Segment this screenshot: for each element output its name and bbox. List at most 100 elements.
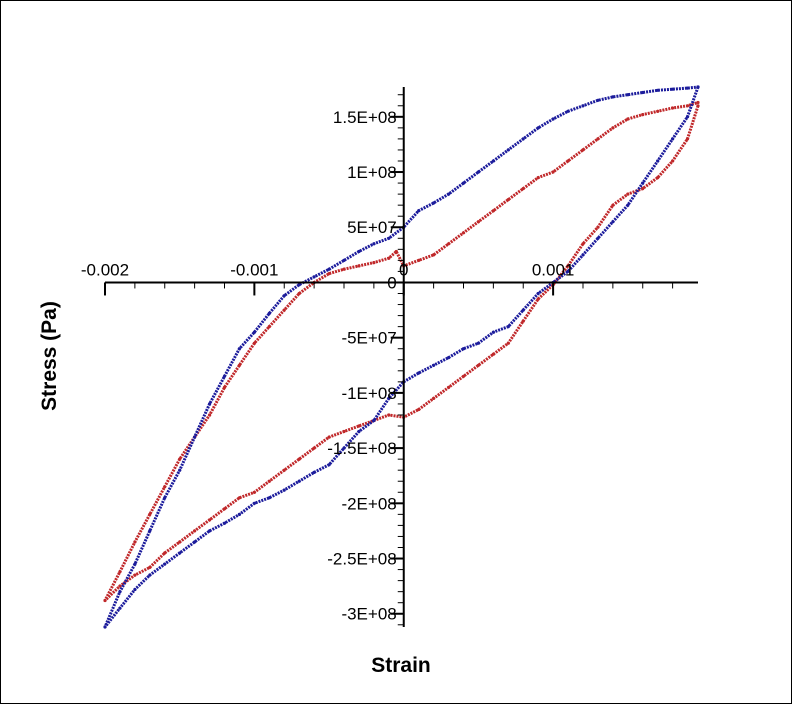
data-point [178,540,182,544]
y-tick-label: -2.5E+08 [327,550,396,569]
y-ticks: 1.5E+08 1E+08 5E+07 0 -5E+07 -1E+08 -1.5E+08 -2… [327,94,404,626]
data-point [685,115,690,119]
data-point [148,565,152,570]
y-tick-label: 1E+08 [347,163,397,182]
x-tick-label: 0 [399,260,408,279]
data-point [447,192,451,196]
data-point [566,109,570,113]
data-point [208,518,212,522]
data-point [357,249,361,254]
data-point [267,325,271,329]
data-point [671,106,675,110]
data-point [581,148,585,152]
y-tick-label: -1.5E+08 [327,439,396,458]
data-point [208,529,212,533]
data-point [394,249,398,254]
data-point [596,98,600,102]
x-axis-title: Strain [371,654,431,677]
data-point [327,272,331,276]
data-point [506,341,510,345]
data-point [133,562,137,566]
data-point [163,551,167,555]
data-point [461,347,466,351]
data-point [178,551,182,555]
data-point [596,225,600,229]
x-tick-label: -0.002 [81,260,129,279]
axes-layer: -0.002 -0.001 0 0.001 1.5E+08 1E+08 5E+07 0 -5E… [81,87,698,627]
data-point [491,209,495,213]
series-line-0 [103,101,700,602]
data-point [222,507,227,511]
data-point [611,126,615,130]
data-point [118,570,122,574]
data-point [417,407,421,412]
data-point [447,385,451,389]
data-point [252,501,256,505]
data-point [491,352,495,356]
data-point [163,485,167,489]
data-point [432,253,436,257]
data-point [252,490,256,494]
data-point [671,137,675,141]
data-point [327,267,331,271]
series-line-1 [103,85,700,629]
data-point [671,87,675,91]
data-point [342,267,346,271]
data-point [297,479,301,483]
data-point [581,104,585,108]
data-point [297,457,301,461]
data-point [118,606,122,610]
data-point [596,137,600,141]
data-point [297,291,301,296]
y-tick-label: -2E+08 [341,494,396,513]
data-point [506,148,510,152]
data-point [685,104,690,108]
data-point [491,159,495,163]
data-point [432,396,436,400]
data-point [267,311,271,315]
data-point [506,198,510,202]
data-point [641,90,645,95]
data-point [387,396,391,400]
data-point [148,529,152,533]
data-point [372,242,376,246]
series-layer [103,85,700,629]
data-point [252,330,256,334]
data-point [581,253,585,257]
data-point [148,512,152,516]
data-point [656,109,660,113]
data-point [696,85,700,89]
data-point [267,479,271,483]
data-point [357,264,361,268]
data-point [237,347,241,351]
data-point [387,256,391,260]
data-point [237,496,241,500]
x-ticks: -0.002 -0.001 0 0.001 [81,260,674,296]
data-point [611,95,615,99]
y-tick-label: 5E+07 [347,218,397,237]
data-point [133,587,137,592]
data-point [282,488,286,492]
data-point [342,258,346,262]
y-tick-label: -1E+08 [341,384,396,403]
data-point [267,496,271,500]
data-point [148,573,152,577]
data-point [118,584,122,588]
data-point [581,242,585,246]
data-point [566,159,570,163]
y-tick-label: 1.5E+08 [333,108,397,127]
data-point [118,590,122,594]
data-point [282,468,286,472]
y-tick-label: -3E+08 [341,605,396,624]
data-point [566,264,570,268]
data-point [222,521,227,525]
data-point [312,470,316,474]
data-point [342,446,346,450]
data-point [193,529,197,533]
data-point [178,468,182,472]
data-point [536,176,540,180]
data-point [626,93,630,97]
data-point [208,402,212,406]
data-point [208,413,212,417]
